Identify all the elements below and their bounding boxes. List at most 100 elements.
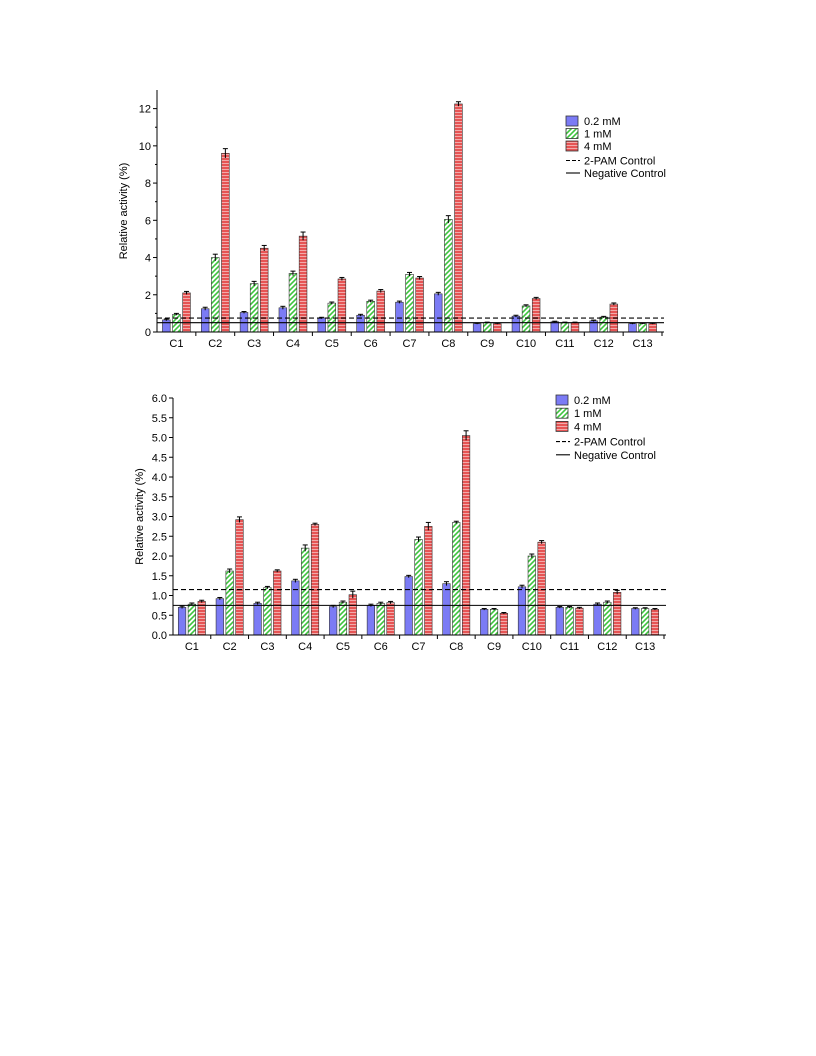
c0-y-tick-label: 2: [145, 290, 151, 302]
c0-bar-C3-s2: [260, 247, 269, 333]
c1-bar-C13-s1: [641, 608, 650, 636]
c1-y-tick-label: 1.0: [152, 591, 167, 603]
c0-y-tick-label: 4: [145, 253, 151, 265]
c0-x-tick-label-C13: C13: [632, 338, 652, 350]
c0-y-tick-label: 8: [145, 178, 151, 190]
c1-legend-swatch-s0: [555, 394, 569, 406]
c0-y-tick-label: 12: [139, 104, 151, 116]
c0-legend-label-s2: 4 mM: [584, 141, 612, 153]
c1-bar-C6-s2: [386, 602, 395, 636]
c0-bar-C2-s0: [200, 308, 210, 333]
c1-bar-C7-s2: [424, 526, 433, 636]
bottom-chart-canvas: 0.0 0.5 1.0 1.5 2.0 2.5 3.0 3.5 4.0 4.5 5.0 5.5 6.0 C…: [134, 393, 666, 653]
c0-x-tick-label-C5: C5: [325, 338, 339, 350]
c1-y-tick-label: 4.0: [152, 472, 167, 484]
c1-y-tick-label: 3.5: [152, 492, 167, 504]
c1-y-tick-label: 1.5: [152, 571, 167, 583]
c1-bar-C13-s2: [650, 609, 660, 636]
c1-bar-C7-s1: [414, 539, 423, 636]
c1-x-tick-label-C3: C3: [260, 641, 274, 653]
c0-bar-C13-s0: [628, 323, 637, 333]
c0-bar-C1-s0: [162, 319, 171, 333]
c1-y-tick-label: 3.0: [152, 512, 167, 524]
c1-x-tick-label-C5: C5: [336, 641, 350, 653]
c1-x-tick-label-C12: C12: [597, 641, 617, 653]
c1-bar-C13-s0: [631, 608, 640, 636]
bottom-bar-chart: 0.0 0.5 1.0 1.5 2.0 2.5 3.0 3.5 4.0 4.5 5.0 5.5 6.0 C…: [0, 385, 816, 660]
c1-bar-C8-s1: [452, 522, 461, 636]
c0-bar-C1-s2: [182, 292, 191, 333]
c1-bar-C10-s1: [527, 555, 536, 636]
c0-bar-C11-s0: [550, 321, 559, 333]
c0-legend-label-ref-0: 2-PAM Control: [584, 156, 655, 168]
c1-bar-C1-s1: [187, 603, 196, 636]
c1-bar-C2-s0: [215, 598, 224, 636]
c0-bar-C6-s2: [376, 290, 385, 333]
c0-bar-C13-s2: [648, 323, 657, 333]
c0-bar-C7-s2: [415, 277, 424, 333]
c1-y-tick-label: 0.0: [152, 630, 167, 642]
c1-bar-C12-s0: [593, 603, 602, 636]
c0-y-axis-label: Relative activity (%): [118, 163, 130, 260]
c1-bar-C5-s1: [338, 601, 348, 636]
c0-legend-label-ref-1: Negative Control: [584, 168, 666, 180]
c0-bar-C8-s1: [444, 219, 453, 333]
c1-legend-label-s2: 4 mM: [574, 421, 602, 433]
c1-legend-label-s0: 0.2 mM: [574, 395, 611, 407]
c0-x-tick-label-C6: C6: [364, 338, 378, 350]
c1-y-tick-label: 5.0: [152, 433, 167, 445]
c0-bar-C10-s1: [521, 305, 531, 333]
c0-legend-swatch-s1: [565, 128, 579, 139]
c0-bar-C5-s0: [317, 317, 326, 333]
c1-bar-C4-s2: [310, 524, 320, 636]
c1-bar-C9-s2: [499, 612, 508, 636]
c1-y-tick-label: 4.5: [152, 452, 167, 464]
c1-x-tick-label-C11: C11: [560, 641, 579, 653]
c0-bar-C2-s2: [221, 152, 230, 333]
c1-legend-label-s1: 1 mM: [574, 408, 602, 420]
c1-x-tick-label-C4: C4: [298, 641, 312, 653]
c0-legend-swatch-s2: [565, 140, 579, 152]
c1-y-tick-label: 0.5: [152, 610, 167, 622]
c1-legend-label-ref-0: 2-PAM Control: [574, 437, 645, 449]
c1-bar-C5-s0: [329, 606, 338, 636]
c1-bar-C2-s1: [225, 570, 234, 636]
c1-legend-swatch-s2: [555, 421, 569, 432]
c0-x-tick-label-C12: C12: [594, 338, 614, 350]
c0-bar-C8-s0: [434, 293, 443, 333]
c1-bar-C3-s1: [263, 587, 272, 636]
c1-y-tick-label: 5.5: [152, 413, 167, 425]
c0-bar-C5-s2: [337, 278, 347, 333]
c0-bar-C6-s1: [366, 300, 375, 333]
c0-x-tick-label-C11: C11: [555, 338, 574, 350]
c0-bar-C4-s0: [278, 307, 288, 333]
c1-bar-C10-s2: [537, 541, 546, 636]
c1-bar-C4-s0: [291, 580, 300, 636]
c0-x-tick-label-C3: C3: [247, 338, 261, 350]
c0-bar-C8-s2: [454, 103, 463, 333]
top-bar-chart: 0 2 4 6 8 10 12 C1 C2 C3 C4 C5 C6 C7 C8 C9 C10 C11 C12 C13 R…: [0, 80, 816, 360]
c1-bar-C3-s2: [273, 570, 282, 636]
c1-x-tick-label-C13: C13: [635, 641, 655, 653]
c1-bar-C2-s2: [235, 519, 244, 636]
c0-x-tick-label-C4: C4: [286, 338, 300, 350]
c1-x-tick-label-C8: C8: [449, 641, 463, 653]
c0-bar-C12-s1: [599, 316, 608, 333]
c1-y-tick-label: 6.0: [152, 393, 167, 405]
c1-bar-C5-s2: [348, 594, 357, 636]
c0-y-tick-label: 0: [145, 327, 151, 339]
top-chart-canvas: 0 2 4 6 8 10 12 C1 C2 C3 C4 C5 C6 C7 C8 C9 C10 C11 C12 C13 R…: [118, 90, 666, 350]
c1-bar-C3-s0: [253, 603, 262, 636]
c0-x-tick-label-C8: C8: [441, 338, 455, 350]
c0-bar-C3-s1: [249, 283, 259, 333]
c1-y-tick-label: 2.0: [152, 551, 167, 563]
c1-bar-C12-s2: [613, 592, 622, 636]
c0-legend-label-s0: 0.2 mM: [584, 116, 621, 128]
c0-legend-swatch-s0: [565, 115, 579, 127]
c0-bar-C2-s1: [211, 257, 220, 333]
c1-x-tick-label-C6: C6: [374, 641, 388, 653]
c0-bar-C13-s1: [638, 323, 647, 333]
c0-bar-C9-s2: [493, 323, 502, 333]
c1-bar-C6-s1: [376, 603, 385, 636]
c0-x-tick-label-C2: C2: [208, 338, 222, 350]
